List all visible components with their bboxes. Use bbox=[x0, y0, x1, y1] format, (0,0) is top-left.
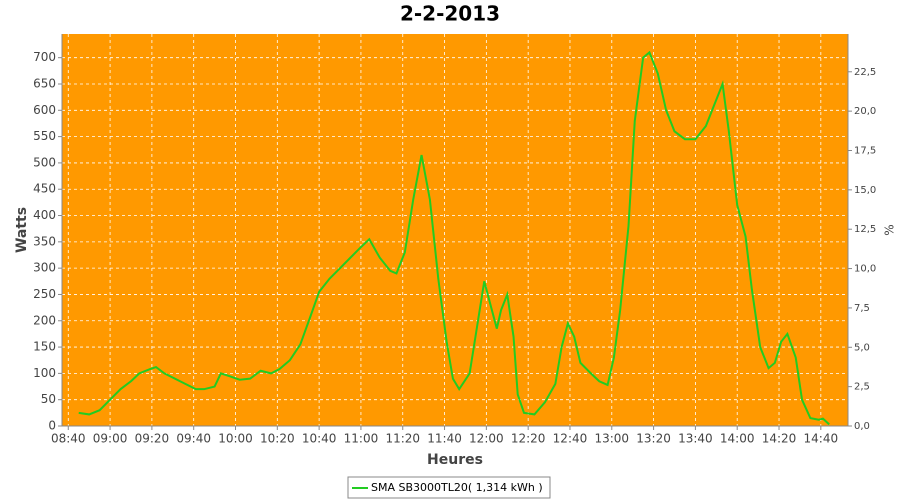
x-tick-label: 08:40 bbox=[51, 432, 86, 446]
y2-tick-label: 12,5 bbox=[854, 224, 876, 235]
x-tick-label: 12:40 bbox=[553, 432, 588, 446]
x-tick-label: 09:20 bbox=[135, 432, 170, 446]
x-tick-label: 09:00 bbox=[93, 432, 128, 446]
series-line bbox=[78, 50, 830, 426]
x-tick-label: 11:40 bbox=[427, 432, 462, 446]
y-tick-label: 100 bbox=[33, 366, 56, 380]
y-tick-label: 150 bbox=[33, 340, 56, 354]
x-tick-label: 14:40 bbox=[804, 432, 839, 446]
y-tick-label: 350 bbox=[33, 234, 56, 248]
legend-label: SMA SB3000TL20( 1,314 kWh ) bbox=[371, 481, 543, 494]
y-tick-label: 500 bbox=[33, 155, 56, 169]
y2-tick-label: 2,5 bbox=[854, 382, 870, 393]
y-tick-label: 450 bbox=[33, 182, 56, 196]
y-tick-label: 0 bbox=[48, 419, 56, 433]
x-axis-label: Heures bbox=[427, 452, 483, 468]
y2-tick-label: 15,0 bbox=[854, 185, 876, 196]
y2-tick-label: 5,0 bbox=[854, 342, 870, 353]
y2-tick-label: 7,5 bbox=[854, 303, 870, 314]
x-tick-label: 12:00 bbox=[469, 432, 504, 446]
y2-tick-label: 17,5 bbox=[854, 145, 876, 156]
x-tick-label: 10:20 bbox=[260, 432, 295, 446]
y-tick-label: 700 bbox=[33, 50, 56, 64]
plot-area bbox=[62, 34, 848, 426]
x-tick-label: 10:00 bbox=[218, 432, 253, 446]
y-tick-label: 650 bbox=[33, 76, 56, 90]
y2-tick-label: 0,0 bbox=[854, 421, 870, 432]
y-tick-label: 600 bbox=[33, 103, 56, 117]
y-tick-label: 200 bbox=[33, 313, 56, 327]
y-tick-label: 50 bbox=[41, 392, 56, 406]
x-tick-label: 11:20 bbox=[385, 432, 420, 446]
y2-tick-label: 20,0 bbox=[854, 106, 876, 117]
x-tick-label: 10:40 bbox=[302, 432, 337, 446]
x-tick-label: 14:00 bbox=[720, 432, 755, 446]
x-tick-label: 13:40 bbox=[678, 432, 713, 446]
chart-title: 2-2-2013 bbox=[400, 2, 500, 26]
y-tick-label: 550 bbox=[33, 129, 56, 143]
x-tick-label: 09:40 bbox=[176, 432, 211, 446]
x-tick-label: 13:20 bbox=[636, 432, 671, 446]
legend bbox=[347, 476, 551, 499]
y2-tick-label: 10,0 bbox=[854, 264, 876, 275]
y2-axis-label: % bbox=[883, 224, 897, 235]
y-tick-label: 400 bbox=[33, 208, 56, 222]
x-tick-label: 12:20 bbox=[511, 432, 546, 446]
x-tick-label: 11:00 bbox=[344, 432, 379, 446]
x-tick-label: 13:00 bbox=[594, 432, 629, 446]
y-axis-label: Watts bbox=[14, 207, 30, 253]
y2-tick-label: 22,5 bbox=[854, 67, 876, 78]
x-tick-label: 14:20 bbox=[762, 432, 797, 446]
y-tick-label: 250 bbox=[33, 287, 56, 301]
y-tick-label: 300 bbox=[33, 261, 56, 275]
